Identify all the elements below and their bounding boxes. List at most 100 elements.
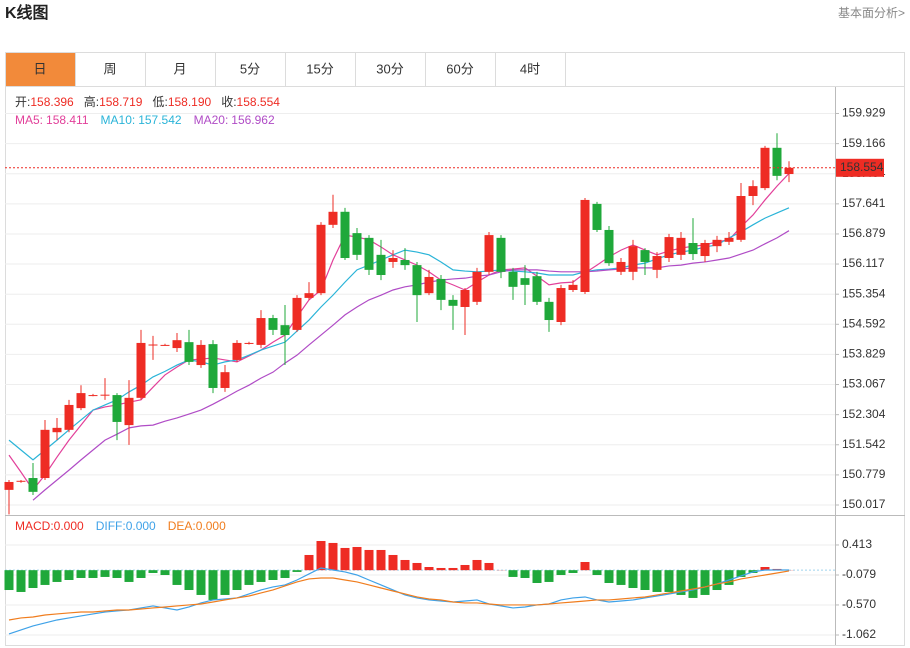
candle-body	[148, 344, 158, 346]
candle-body	[292, 297, 302, 330]
macd-bar	[724, 570, 734, 585]
ma-value: 156.962	[231, 113, 275, 127]
macd-line	[8, 570, 790, 621]
candle-body	[76, 393, 86, 409]
tab-label[interactable]: 30分	[376, 61, 403, 76]
candle-body	[652, 256, 662, 270]
candle-body	[340, 211, 350, 259]
candle-body	[364, 237, 374, 270]
macd-bar	[352, 546, 362, 571]
tab-label[interactable]: 15分	[306, 61, 333, 76]
macd-bar	[220, 570, 230, 595]
tab[interactable]	[355, 52, 426, 87]
y-tick-label: -0.079	[842, 567, 876, 581]
macd-bar	[676, 570, 686, 595]
macd-bar	[256, 570, 266, 582]
ohlc-name: 低:	[152, 95, 167, 109]
macd-bar	[532, 570, 542, 583]
candle-body	[412, 265, 422, 296]
macd-bar	[136, 570, 146, 578]
ma-name: MA20:	[194, 113, 229, 127]
ohlc-name: 收:	[221, 95, 236, 109]
candle-body	[664, 237, 674, 259]
macd-bar	[316, 541, 326, 571]
y-tick-label: 157.641	[842, 196, 886, 210]
last-price-label: 158.554	[840, 160, 884, 174]
tab-label[interactable]: 日	[33, 61, 46, 76]
macd-name: DIFF:	[96, 519, 126, 533]
macd-bar	[232, 570, 242, 591]
y-tick-label: 159.166	[842, 136, 886, 150]
macd-bar	[172, 570, 182, 585]
macd-bar	[64, 570, 74, 580]
tab[interactable]	[75, 52, 146, 87]
macd-bar	[412, 562, 422, 571]
ohlc-value: 158.190	[168, 95, 212, 109]
ohlc-name: 高:	[84, 94, 99, 109]
candle-body	[604, 229, 614, 264]
macd-bar	[664, 570, 674, 592]
tab[interactable]	[5, 52, 76, 87]
candle-body	[88, 395, 98, 397]
ma-value: 158.411	[46, 113, 89, 127]
candle-body	[28, 478, 38, 492]
macd-bar	[436, 567, 446, 571]
y-tick-label: 150.779	[842, 467, 886, 481]
macd-bar	[544, 570, 554, 582]
candle-body	[160, 344, 170, 346]
macd-bar	[160, 570, 170, 575]
macd-bar	[268, 570, 278, 580]
candle-body	[376, 254, 386, 275]
candle-body	[232, 342, 242, 360]
y-tick-label: 159.929	[842, 106, 886, 120]
y-tick-label: -1.062	[842, 627, 876, 641]
macd-name: MACD:	[15, 519, 54, 533]
candle-body	[628, 246, 638, 272]
tab-label[interactable]: 月	[173, 61, 186, 76]
macd-bar	[76, 570, 86, 578]
candle-body	[388, 258, 398, 262]
macd-bar	[580, 561, 590, 571]
candle-body	[688, 242, 698, 255]
macd-bar	[292, 570, 302, 572]
macd-bar	[196, 570, 206, 595]
legend: 开:158.396 高:158.719 低:158.190 收:158.554	[15, 94, 280, 109]
candle-body	[136, 342, 146, 398]
tab-label[interactable]: 周	[103, 61, 116, 76]
tab-label[interactable]: 5分	[240, 61, 260, 76]
tab[interactable]	[495, 52, 566, 87]
macd-bar	[244, 570, 254, 585]
macd-bar	[472, 559, 482, 571]
tab[interactable]	[285, 52, 356, 87]
macd-bar	[652, 570, 662, 592]
tab-label[interactable]: 60分	[446, 61, 473, 76]
macd-value: 0.000	[54, 519, 84, 533]
macd-bar	[628, 570, 638, 588]
candle-body	[424, 276, 434, 294]
tab[interactable]	[215, 52, 286, 87]
macd-bar	[52, 570, 62, 582]
candle-body	[352, 233, 362, 255]
candle-body	[184, 342, 194, 362]
candle-body	[568, 284, 578, 291]
candle-body	[100, 394, 110, 396]
ma-name: MA5:	[15, 113, 43, 127]
tab[interactable]	[425, 52, 496, 87]
candle-body	[112, 395, 122, 422]
y-tick-label: 151.542	[842, 437, 886, 451]
candle-body	[124, 397, 134, 426]
macd-bar	[700, 570, 710, 595]
candle-body	[508, 271, 518, 287]
y-tick-label: 150.017	[842, 497, 886, 511]
y-tick-label: -0.570	[842, 597, 876, 611]
y-tick-label: 156.117	[842, 256, 885, 270]
macd-bar	[280, 570, 290, 578]
ohlc-value: 158.719	[99, 95, 143, 109]
candle-body	[544, 301, 554, 321]
candle-body	[748, 186, 758, 196]
candle-body	[520, 278, 530, 285]
tab-label[interactable]: 4时	[520, 61, 540, 76]
fundamental-link[interactable]: 基本面分析>	[838, 6, 905, 20]
candle-body	[772, 147, 782, 176]
